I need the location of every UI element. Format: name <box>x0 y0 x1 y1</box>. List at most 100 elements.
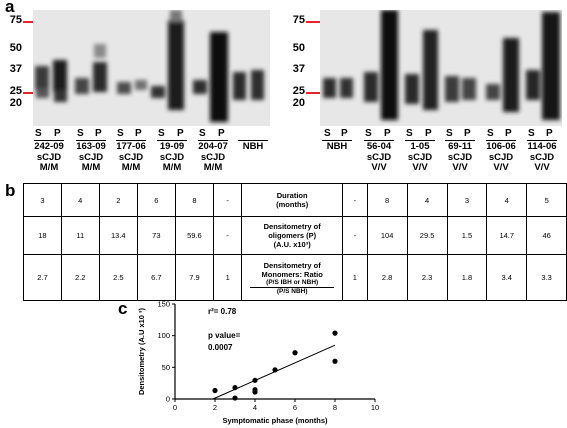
p-value-annotation: 0.0007 <box>208 343 233 352</box>
sample-id: NBH <box>326 141 348 152</box>
y-tick-label: 100 <box>157 331 170 340</box>
sample-name: 242-09 sCJD M/M <box>27 141 71 174</box>
panel-a-label: a <box>5 0 15 16</box>
table-row-oligomers: 18 11 13.4 73 59.6 - Densitometry of oli… <box>23 216 567 255</box>
mw-37-left: 37 <box>9 63 22 75</box>
lane-label-p: P <box>218 128 225 139</box>
western-blot-right <box>320 10 562 126</box>
row-header-oligomers: Densitometry of oligomers (P) (A.U. x10³… <box>241 216 344 255</box>
sample-id: 56-04 <box>366 141 392 152</box>
lane-label-p: P <box>177 128 184 139</box>
sample-genotype: M/M <box>203 162 223 173</box>
table-cell: 8 <box>174 183 215 217</box>
sample-type: sCJD <box>529 151 555 163</box>
sample-underline <box>527 140 557 141</box>
lane-label-p: P <box>135 128 142 139</box>
row-header-line: Monomers: Ratio <box>261 269 323 279</box>
mw-25-left: 25 <box>9 85 22 97</box>
table-cell: 4 <box>486 183 528 217</box>
sample-genotype: M/M <box>121 162 141 173</box>
sample-id: 242-09 <box>34 141 64 152</box>
sample-underline <box>76 140 106 141</box>
blot-left-image <box>33 10 270 126</box>
sample-id: 114-06 <box>527 141 557 152</box>
y-axis-label: Densitometry (A.U x10 ³) <box>137 307 146 395</box>
scatter-point <box>232 385 238 391</box>
table-cell: 2 <box>98 183 138 217</box>
chart-marks <box>212 330 338 401</box>
sample-underline <box>364 140 394 141</box>
table-cell: 73 <box>136 216 176 255</box>
sample-underline <box>445 140 475 141</box>
sample-type: sCJD <box>407 151 433 163</box>
table-cell: 1.5 <box>446 216 488 255</box>
lane-label-p: P <box>505 128 512 139</box>
table-cell: 11 <box>60 216 100 255</box>
scatter-point <box>332 330 338 336</box>
lane-label-s: S <box>35 128 42 139</box>
row-header-line: (P/S NBH) <box>276 287 308 295</box>
sample-name: 106-06 sCJD V/V <box>479 141 523 174</box>
mw-75-tick <box>23 21 33 23</box>
lane-label-s: S <box>406 128 413 139</box>
table-cell: 14.7 <box>486 216 528 255</box>
table-cell: - <box>213 216 243 255</box>
sample-type: sCJD <box>366 151 392 163</box>
ratio-divider <box>250 286 335 288</box>
scatter-point <box>252 377 258 383</box>
scatter-point <box>332 358 338 364</box>
sample-id: 163-09 <box>76 141 106 152</box>
row-header-monomers: Densitometry of Monomers: Ratio (P/S IBH… <box>241 254 344 301</box>
sample-type: sCJD <box>36 151 62 163</box>
lane-label-p: P <box>54 128 61 139</box>
sample-genotype: M/M <box>162 162 182 173</box>
blot-right-image <box>320 10 562 126</box>
panel-b-label: b <box>5 181 16 200</box>
x-tick-label: 10 <box>371 403 379 412</box>
scatter-point <box>292 350 298 356</box>
table-cell: - <box>342 183 368 217</box>
sample-genotype: V/V <box>493 162 509 173</box>
lane-label-s: S <box>365 128 372 139</box>
y-tick-label: 50 <box>162 363 170 372</box>
lane-label-s: S <box>199 128 206 139</box>
table-cell: 6.7 <box>136 254 176 301</box>
sample-name: 177-06 sCJD M/M <box>109 141 153 174</box>
sample-id: 19-09 <box>159 141 185 152</box>
sample-underline <box>322 140 352 141</box>
lane-label-s: S <box>158 128 165 139</box>
western-blot-left <box>33 10 270 126</box>
table-cell: 2.5 <box>98 254 138 301</box>
lane-label-s: S <box>117 128 124 139</box>
scatter-point <box>252 387 258 393</box>
table-cell: 3 <box>446 183 488 217</box>
sample-genotype: M/M <box>39 162 59 173</box>
table-cell: 59.6 <box>174 216 215 255</box>
x-tick-label: 0 <box>173 403 177 412</box>
table-cell: 1.8 <box>446 254 488 301</box>
sample-underline <box>238 140 268 141</box>
mw-20-left: 20 <box>9 97 22 109</box>
sample-type: sCJD <box>200 151 226 163</box>
scatter-point <box>212 387 218 394</box>
row-header-line: (months) <box>276 200 309 209</box>
table-cell: 18 <box>23 216 62 255</box>
x-tick-label: 6 <box>293 403 297 412</box>
sample-name: NBH <box>315 141 359 153</box>
lane-label-p: P <box>384 128 391 139</box>
sample-id: NBH <box>242 141 264 152</box>
sample-genotype: V/V <box>371 162 387 173</box>
lane-label-p: P <box>425 128 432 139</box>
row-header-line: Densitometry of <box>263 222 321 231</box>
chart-ticks: 0 50 100 150 0 2 4 6 8 10 <box>157 300 379 412</box>
table-cell: - <box>213 183 243 217</box>
mw-50-left: 50 <box>9 42 22 54</box>
sample-genotype: V/V <box>412 162 428 173</box>
table-cell: 3 <box>23 183 62 217</box>
table-cell: 104 <box>366 216 408 255</box>
y-tick-label: 150 <box>157 300 170 309</box>
r-squared-annotation: r²= 0.78 <box>208 307 237 316</box>
sample-genotype: V/V <box>452 162 468 173</box>
table-cell: 2.7 <box>23 254 62 301</box>
table-cell: 1 <box>342 254 368 301</box>
